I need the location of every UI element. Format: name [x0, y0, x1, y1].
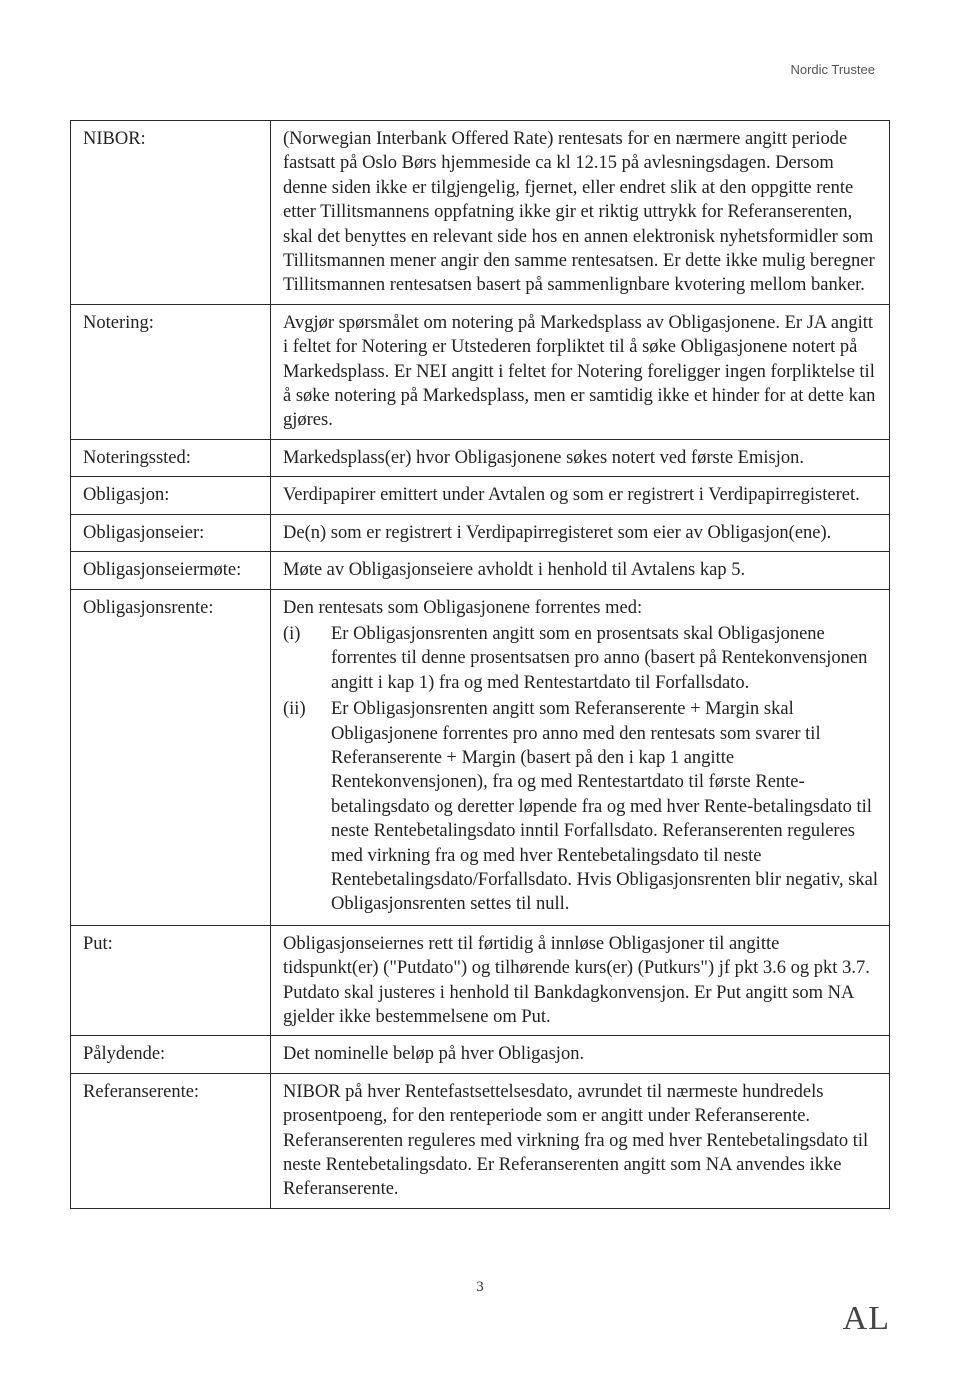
- definition-term: Referanserente:: [71, 1073, 271, 1208]
- definition-text: De(n) som er registrert i Verdipapirregi…: [271, 514, 890, 551]
- definition-text: Det nominelle beløp på hver Obligasjon.: [271, 1036, 890, 1073]
- definition-row: Referanserente:NIBOR på hver Rentefastse…: [71, 1073, 890, 1208]
- definition-row: Pålydende:Det nominelle beløp på hver Ob…: [71, 1036, 890, 1073]
- definition-term: Obligasjon:: [71, 477, 271, 514]
- definition-row: Put:Obligasjonseiernes rett til førtidig…: [71, 925, 890, 1036]
- page: Nordic Trustee NIBOR:(Norwegian Interban…: [0, 0, 960, 1373]
- definition-intro: Den rentesats som Obligasjonene forrente…: [283, 596, 879, 620]
- definition-row: Obligasjonsrente: Den rentesats som Oblig…: [71, 589, 890, 925]
- header-company: Nordic Trustee: [790, 62, 875, 77]
- definition-text: Verdipapirer emittert under Avtalen og s…: [271, 477, 890, 514]
- definition-row: Notering:Avgjør spørsmålet om notering p…: [71, 304, 890, 439]
- definition-text: NIBOR på hver Rentefastsettelsesdato, av…: [271, 1073, 890, 1208]
- definition-row: Obligasjonseiermøte:Møte av Obligasjonse…: [71, 552, 890, 589]
- definition-term: Obligasjonsrente:: [71, 589, 271, 925]
- definition-subitem-marker: (ii): [283, 697, 331, 917]
- definition-text: Den rentesats som Obligasjonene forrente…: [271, 589, 890, 925]
- definition-term: Obligasjonseier:: [71, 514, 271, 551]
- page-number: 3: [70, 1279, 890, 1296]
- definition-term: Put:: [71, 925, 271, 1036]
- definition-subitem: (ii)Er Obligasjonsrenten angitt som Refe…: [283, 697, 879, 917]
- definition-term: Pålydende:: [71, 1036, 271, 1073]
- definition-subitem-marker: (i): [283, 622, 331, 695]
- definition-text: (Norwegian Interbank Offered Rate) rente…: [271, 121, 890, 305]
- definitions-table: NIBOR:(Norwegian Interbank Offered Rate)…: [70, 120, 890, 1209]
- definition-term: NIBOR:: [71, 121, 271, 305]
- definition-text: Avgjør spørsmålet om notering på Markeds…: [271, 304, 890, 439]
- definition-row: Obligasjon:Verdipapirer emittert under A…: [71, 477, 890, 514]
- definition-subitem: (i)Er Obligasjonsrenten angitt som en pr…: [283, 622, 879, 695]
- definition-row: Obligasjonseier:De(n) som er registrert …: [71, 514, 890, 551]
- definition-term: Obligasjonseiermøte:: [71, 552, 271, 589]
- definition-term: Noteringssted:: [71, 439, 271, 476]
- definition-row: Noteringssted:Markedsplass(er) hvor Obli…: [71, 439, 890, 476]
- definition-subitem-text: Er Obligasjonsrenten angitt som Referans…: [331, 697, 879, 917]
- definition-text: Møte av Obligasjonseiere avholdt i henho…: [271, 552, 890, 589]
- definition-text: Obligasjonseiernes rett til førtidig å i…: [271, 925, 890, 1036]
- definition-term: Notering:: [71, 304, 271, 439]
- definition-text: Markedsplass(er) hvor Obligasjonene søke…: [271, 439, 890, 476]
- definition-subitem-text: Er Obligasjonsrenten angitt som en prose…: [331, 622, 879, 695]
- signature-initials: AL: [843, 1300, 890, 1338]
- definitions-body: NIBOR:(Norwegian Interbank Offered Rate)…: [71, 121, 890, 1209]
- definition-row: NIBOR:(Norwegian Interbank Offered Rate)…: [71, 121, 890, 305]
